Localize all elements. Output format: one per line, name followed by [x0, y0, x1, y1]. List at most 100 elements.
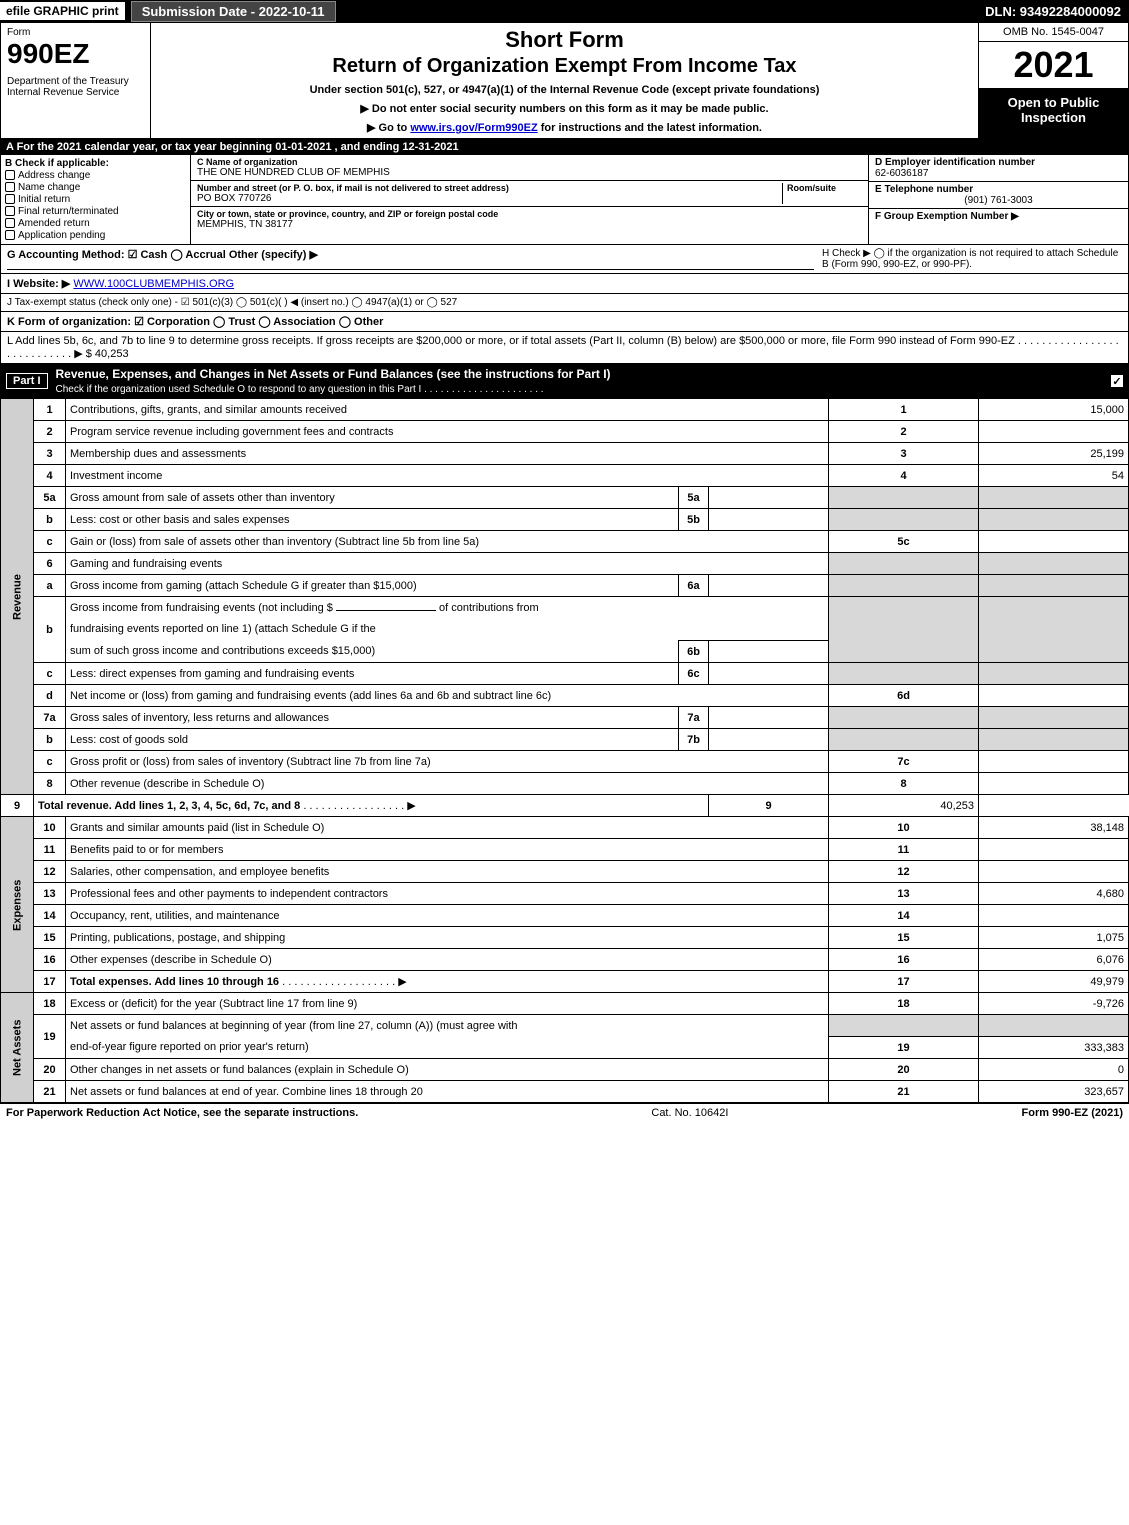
b-opt-name-label: Name change	[18, 182, 80, 193]
org-name: THE ONE HUNDRED CLUB OF MEMPHIS	[197, 167, 862, 178]
website-link[interactable]: WWW.100CLUBMEMPHIS.ORG	[73, 278, 234, 290]
ln5b-shade	[829, 509, 979, 531]
ln6b-t1: Gross income from fundraising events (no…	[70, 602, 333, 614]
ln17-amt: 49,979	[979, 971, 1129, 993]
b-opt-amended[interactable]: Amended return	[5, 218, 186, 229]
ln5a-shade	[829, 487, 979, 509]
top-bar: efile GRAPHIC print Submission Date - 20…	[0, 0, 1129, 22]
ln6c-shade	[829, 663, 979, 685]
part1-sub: Check if the organization used Schedule …	[56, 384, 544, 395]
ln4-desc: Investment income	[66, 465, 829, 487]
ln19-shade2	[979, 1015, 1129, 1037]
ln11-amt	[979, 839, 1129, 861]
j-tax-exempt: J Tax-exempt status (check only one) - ☑…	[0, 294, 1129, 312]
subtitle-ssn: ▶ Do not enter social security numbers o…	[159, 102, 970, 115]
ln11-col: 11	[829, 839, 979, 861]
ln21-desc: Net assets or fund balances at end of ye…	[66, 1081, 829, 1103]
header-middle: Short Form Return of Organization Exempt…	[151, 23, 978, 138]
ln19-shade	[829, 1015, 979, 1037]
ln13-amt: 4,680	[979, 883, 1129, 905]
row-a-tax-year: A For the 2021 calendar year, or tax yea…	[0, 139, 1129, 155]
ln12-amt	[979, 861, 1129, 883]
form-number: 990EZ	[7, 38, 144, 70]
ln18-col: 18	[829, 993, 979, 1015]
ln12-col: 12	[829, 861, 979, 883]
ln20-amt: 0	[979, 1059, 1129, 1081]
ln6d-desc: Net income or (loss) from gaming and fun…	[66, 685, 829, 707]
part1-checkbox[interactable]: ✓	[1111, 375, 1123, 387]
part1-number: Part I	[6, 373, 48, 389]
lines-table: Revenue 1 Contributions, gifts, grants, …	[0, 398, 1129, 1103]
b-opt-name[interactable]: Name change	[5, 182, 186, 193]
ln21-col: 21	[829, 1081, 979, 1103]
ln15-num: 15	[34, 927, 66, 949]
ln5a-shade2	[979, 487, 1129, 509]
l-gross-receipts: L Add lines 5b, 6c, and 7b to line 9 to …	[0, 332, 1129, 364]
b-opt-address[interactable]: Address change	[5, 170, 186, 181]
ln17-text: Total expenses. Add lines 10 through 16	[70, 976, 279, 988]
ln11-desc: Benefits paid to or for members	[66, 839, 829, 861]
part1-title: Revenue, Expenses, and Changes in Net As…	[56, 367, 611, 395]
ln12-desc: Salaries, other compensation, and employ…	[66, 861, 829, 883]
ln4-col: 4	[829, 465, 979, 487]
section-def: D Employer identification number 62-6036…	[868, 155, 1128, 244]
ln7c-desc: Gross profit or (loss) from sales of inv…	[66, 751, 829, 773]
i-prefix: I Website: ▶	[7, 278, 70, 290]
ln6a-shade	[829, 575, 979, 597]
ln1-num: 1	[34, 399, 66, 421]
ln6c-miniamt	[709, 663, 829, 685]
subtitle-section: Under section 501(c), 527, or 4947(a)(1)…	[159, 84, 970, 96]
tax-year: 2021	[979, 42, 1128, 89]
ln5b-miniamt	[709, 509, 829, 531]
goto-post: for instructions and the latest informat…	[538, 122, 762, 134]
b-opt-initial-label: Initial return	[18, 194, 70, 205]
ln6-shade	[829, 553, 979, 575]
ln10-amt: 38,148	[979, 817, 1129, 839]
ln5a-miniamt	[709, 487, 829, 509]
ln6-desc: Gaming and fundraising events	[66, 553, 829, 575]
ln6b-mini: 6b	[679, 641, 709, 663]
ln19-amt: 333,383	[979, 1037, 1129, 1059]
ln1-desc: Contributions, gifts, grants, and simila…	[66, 399, 829, 421]
part1-title-text: Revenue, Expenses, and Changes in Net As…	[56, 367, 611, 381]
f-label: F Group Exemption Number ▶	[875, 211, 1019, 222]
b-opt-initial[interactable]: Initial return	[5, 194, 186, 205]
org-street: PO BOX 770726	[197, 193, 782, 204]
b-opt-final[interactable]: Final return/terminated	[5, 206, 186, 217]
ln5b-desc: Less: cost or other basis and sales expe…	[66, 509, 679, 531]
ln2-amt	[979, 421, 1129, 443]
e-phone-cell: E Telephone number (901) 761-3003	[869, 182, 1128, 209]
ln7a-mini: 7a	[679, 707, 709, 729]
ln20-num: 20	[34, 1059, 66, 1081]
org-city: MEMPHIS, TN 38177	[197, 219, 862, 230]
ln18-num: 18	[34, 993, 66, 1015]
ln6b-desc3: sum of such gross income and contributio…	[66, 641, 679, 663]
ln16-desc: Other expenses (describe in Schedule O)	[66, 949, 829, 971]
ln10-col: 10	[829, 817, 979, 839]
ln7c-col: 7c	[829, 751, 979, 773]
ln8-desc: Other revenue (describe in Schedule O)	[66, 773, 829, 795]
irs-link[interactable]: www.irs.gov/Form990EZ	[410, 122, 537, 134]
ln17-col: 17	[829, 971, 979, 993]
ln6d-col: 6d	[829, 685, 979, 707]
b-title: B Check if applicable:	[5, 158, 186, 169]
ln6b-num: b	[34, 597, 66, 663]
title-return: Return of Organization Exempt From Incom…	[159, 55, 970, 78]
ln5c-desc: Gain or (loss) from sale of assets other…	[66, 531, 829, 553]
e-label: E Telephone number	[875, 184, 1122, 195]
ln6c-shade2	[979, 663, 1129, 685]
ln6d-amt	[979, 685, 1129, 707]
page-footer: For Paperwork Reduction Act Notice, see …	[0, 1103, 1129, 1122]
ln7b-miniamt	[709, 729, 829, 751]
b-opt-pending[interactable]: Application pending	[5, 230, 186, 241]
ln6b-shade	[829, 597, 979, 663]
ln2-desc: Program service revenue including govern…	[66, 421, 829, 443]
ln14-num: 14	[34, 905, 66, 927]
ln6b-desc2: fundraising events reported on line 1) (…	[66, 619, 829, 641]
b-opt-amended-label: Amended return	[18, 218, 90, 229]
ln13-col: 13	[829, 883, 979, 905]
title-short-form: Short Form	[159, 27, 970, 53]
ln5a-mini: 5a	[679, 487, 709, 509]
efile-print-label[interactable]: efile GRAPHIC print	[0, 2, 125, 20]
ln7a-shade2	[979, 707, 1129, 729]
